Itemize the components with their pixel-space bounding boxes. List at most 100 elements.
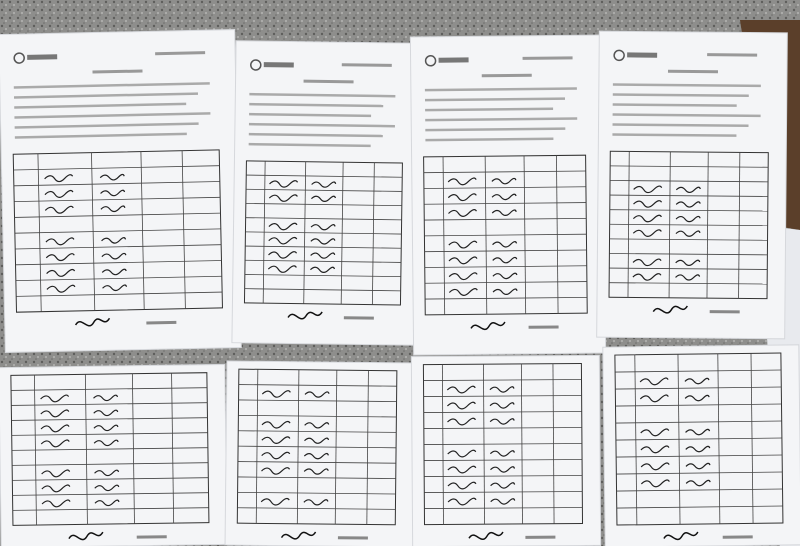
handwriting [685,479,711,487]
handwriting [261,467,291,475]
paper [409,34,607,356]
table-col-line [627,151,630,298]
table-row-line [12,507,209,511]
handwriting [45,253,75,262]
handwriting [303,452,329,460]
table-col-line [296,369,300,524]
handwriting [448,288,478,296]
handwriting [93,394,119,402]
handwriting [491,209,517,217]
table-col-line [371,162,375,305]
table-row-line [424,233,587,237]
handwriting [448,240,478,249]
handwriting [492,241,518,248]
handwriting [94,484,120,492]
table-col-line [677,354,681,525]
handwriting [45,237,75,246]
handwriting [100,189,126,197]
table-row-line [12,477,209,481]
table-col-line [441,364,444,525]
handwriting [489,386,515,393]
table-row-line [615,369,782,373]
table-col-line [37,153,42,312]
table-col-line [738,152,741,299]
handwriting [41,469,71,478]
body-text-line [13,92,199,99]
table-col-line [140,151,145,310]
handwriting [261,436,291,444]
table-col-line [634,354,638,525]
date-text [146,320,177,325]
signature [287,311,323,320]
body-text-line [612,93,749,97]
table-row-line [424,249,587,253]
handwriting [685,445,711,453]
body-text-line [14,102,187,109]
handwriting [260,497,290,506]
header-text [707,53,758,57]
logo-text [438,57,469,63]
handwriting [304,391,330,398]
table-col-line [668,151,671,298]
table-row-line [424,217,587,221]
table-row-line [244,274,401,278]
table-row-line [15,244,222,250]
handwriting [489,402,515,409]
table-row-line [424,491,583,493]
form-sheet [409,34,607,356]
table-row-line [12,462,209,466]
date-text [722,535,753,539]
handwriting [490,466,516,473]
form-sheet [0,363,228,546]
handwriting [490,498,516,505]
handwriting [268,251,298,259]
table-col-line [181,150,186,309]
handwriting [268,194,298,202]
handwriting [101,252,127,260]
handwriting [40,394,70,403]
handwriting [304,422,330,429]
table-col-line [91,152,96,311]
handwriting [44,205,74,214]
table-row-line [609,282,768,285]
table-row-line [609,253,768,256]
table-col-line [255,369,259,524]
handwriting [99,173,125,181]
paper [0,363,228,546]
table-row-line [11,432,208,436]
table-row-line [615,437,782,441]
paper [410,354,602,546]
handwriting [310,224,336,231]
table-row-line [245,259,402,263]
table-row-line [616,488,783,492]
table-row-line [14,212,221,218]
body-text-line [425,127,566,132]
body-text-line [248,132,383,138]
table-col-line [523,155,527,314]
handwriting [310,238,336,245]
handwriting [40,439,70,448]
table-col-line [717,353,721,524]
logo [13,52,25,64]
table-col-line [84,374,88,525]
handwriting [446,385,476,394]
table-row-line [14,196,221,203]
table-row-line [423,395,582,397]
table-row-line [11,387,208,391]
logo-text [627,52,658,58]
handwriting [447,481,477,490]
table-row-line [424,459,583,461]
table-row-line [616,505,783,509]
signature [663,531,699,541]
handwriting [684,377,710,385]
table-row-line [16,291,223,297]
handwriting [685,428,711,436]
handwriting [448,272,478,281]
header-text [522,56,573,60]
table-col-line [33,375,37,526]
table-row-line [423,411,582,413]
body-text-line [14,122,199,129]
form-title [481,73,532,78]
body-text-line [14,112,211,119]
